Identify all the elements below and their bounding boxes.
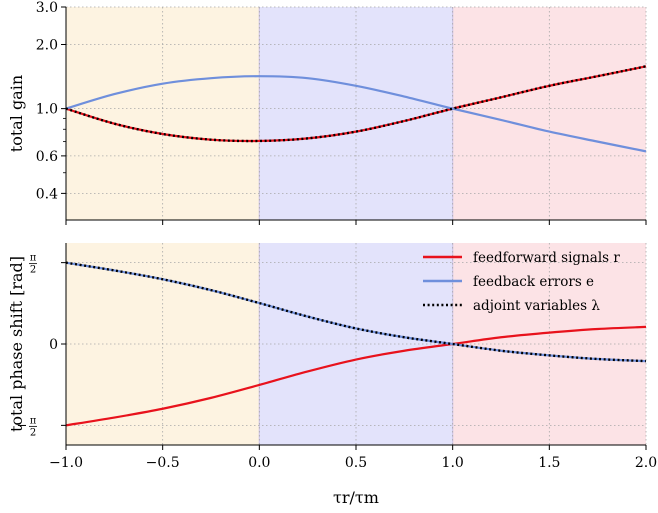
y-tick-label-den: 2 [30, 427, 36, 438]
phase-y-label: total phase shift [rad] [7, 256, 26, 432]
x-tick-label: 1.5 [538, 455, 560, 471]
x-tick-label: 0.5 [345, 455, 367, 471]
x-tick-label: −1.0 [49, 455, 83, 471]
legend-label-1: feedback errors e [473, 274, 594, 290]
x-tick-label: 0.0 [248, 455, 270, 471]
series-line-1 [65, 75, 647, 153]
y-tick-label-num: π [30, 415, 37, 426]
x-tick-label: −0.5 [146, 455, 180, 471]
y-tick-label: 2.0 [36, 38, 58, 54]
series-line-2 [65, 261, 647, 363]
x-axis-label: τr/τm [333, 488, 379, 507]
y-tick-label: 0.4 [36, 186, 58, 202]
legend-label-0: feedforward signals r [473, 250, 620, 266]
x-tick-label: 2.0 [635, 455, 657, 471]
gain-panel: 0.4 0.6 1.0 2.0 3.0 [36, 0, 647, 225]
y-tick-label: 0 [49, 337, 58, 353]
y-tick-label-sign: − [17, 418, 28, 433]
y-tick-label-num: π [30, 253, 37, 264]
y-tick-label: 0.6 [36, 149, 58, 165]
legend-label-2: adjoint variables λ [473, 298, 600, 314]
gain-y-label: total gain [7, 75, 26, 152]
y-tick-label-den: 2 [30, 265, 36, 276]
x-axis: −1.0 −0.5 0.0 0.5 1.0 1.5 2.0 [49, 455, 657, 471]
y-tick-label: − π2 [17, 415, 37, 438]
series-line-2 [65, 65, 647, 143]
x-tick-label: 1.0 [442, 455, 464, 471]
y-tick-label: 1.0 [36, 102, 58, 118]
series-line-0 [65, 325, 647, 427]
y-tick-label: 3.0 [36, 0, 58, 16]
legend: feedforward signals r feedback errors e ad… [423, 250, 620, 314]
y-tick-label: π2 [29, 253, 37, 276]
